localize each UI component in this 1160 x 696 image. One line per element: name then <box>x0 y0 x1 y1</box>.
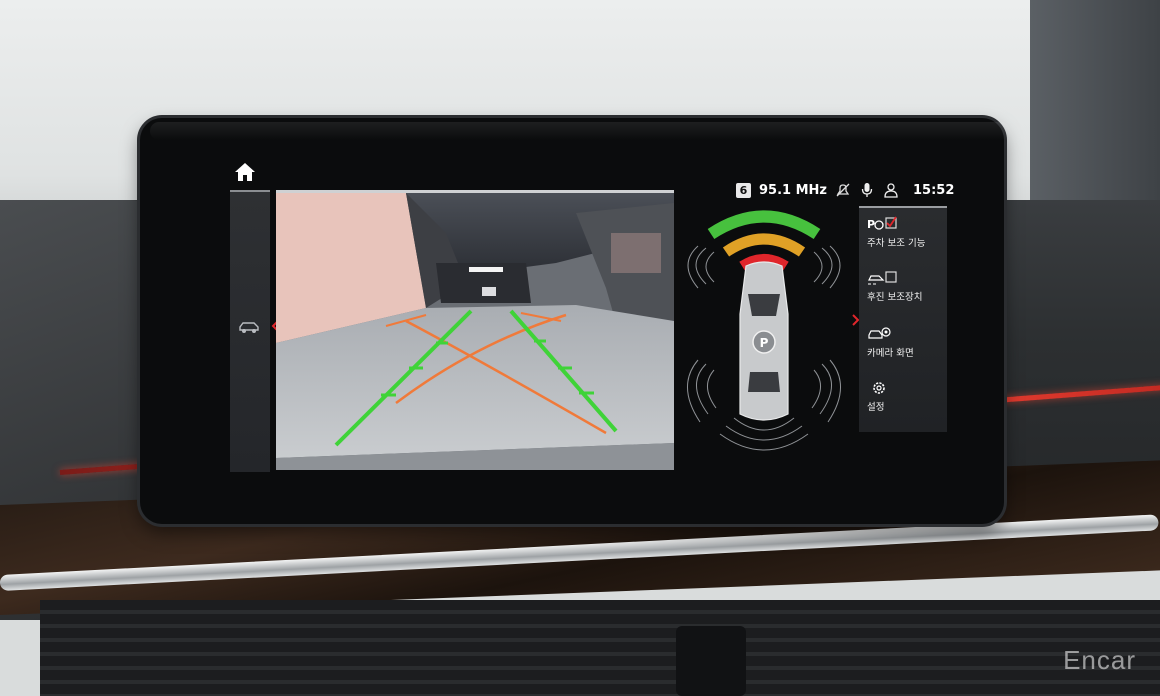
menu-label: 후진 보조장치 <box>867 292 923 303</box>
air-vents <box>40 600 1160 696</box>
rear-camera-view[interactable] <box>276 190 674 470</box>
rear-sensor-zones <box>687 359 841 451</box>
front-sensor-zones <box>687 210 841 289</box>
menu-label: 설정 <box>867 402 885 413</box>
menu-item-reversing-assist[interactable]: 후진 보조장치 <box>867 270 922 303</box>
parking-menu: P 주차 보조 기능 후진 보조장치 카메라 화면 설정 <box>859 206 947 432</box>
status-bar: 6 95.1 MHz 15:52 <box>736 180 954 200</box>
camera-feed-image <box>276 193 674 470</box>
clock: 15:52 <box>912 182 955 198</box>
radio-preset-badge[interactable]: 6 <box>736 182 751 198</box>
notification-muted-icon[interactable] <box>835 182 851 198</box>
reversing-assist-icon <box>868 271 897 285</box>
driver-profile-icon[interactable] <box>883 182 899 198</box>
parking-distance-display: P <box>687 210 841 451</box>
vehicle-top-view-icon: P <box>739 261 789 421</box>
menu-item-settings[interactable]: 설정 <box>867 380 897 413</box>
display-glare <box>150 122 1010 140</box>
menu-item-park-assist[interactable]: P 주차 보조 기능 <box>867 216 925 249</box>
reversing-assist-checkbox <box>885 271 897 283</box>
watermark-logo: Encar <box>1063 645 1136 675</box>
menu-label: 주차 보조 기능 <box>867 238 926 249</box>
vent-control-tab <box>676 626 746 696</box>
menu-item-camera-view[interactable]: 카메라 화면 <box>867 326 914 359</box>
menu-label: 카메라 화면 <box>867 348 914 359</box>
side-rail <box>230 190 270 472</box>
park-assist-checkbox <box>885 217 897 229</box>
microphone-icon[interactable] <box>859 182 875 198</box>
radio-frequency[interactable]: 95.1 MHz <box>759 182 827 198</box>
svg-text:P: P <box>867 218 875 231</box>
parking-badge: P <box>760 336 769 350</box>
park-assist-icon: P <box>867 216 897 231</box>
vehicle-icon[interactable] <box>238 320 260 334</box>
settings-gear-icon <box>873 382 885 394</box>
camera-view-icon <box>868 327 891 339</box>
home-icon[interactable] <box>234 162 256 182</box>
chevron-right-icon[interactable] <box>852 314 860 326</box>
